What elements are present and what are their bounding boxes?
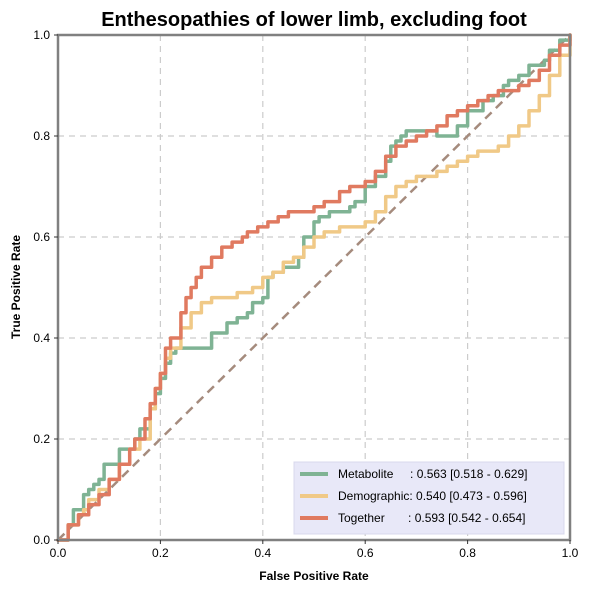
chart-title: Enthesopathies of lower limb, excluding … [101, 9, 527, 31]
y-axis-label: True Positive Rate [9, 235, 23, 339]
legend-box [293, 461, 565, 535]
legend: Metabolite : 0.563 [0.518 - 0.629] Demogr… [293, 461, 565, 535]
x-tick-label: 0.2 [152, 546, 169, 560]
x-tick-label: 0.8 [459, 546, 476, 560]
y-tick-label: 0.6 [33, 230, 50, 244]
y-tick-label: 0.8 [33, 129, 50, 143]
legend-label-together: Together : 0.593 [0.542 - 0.654] [338, 511, 525, 525]
x-tick-label: 0.6 [357, 546, 374, 560]
x-tick-label: 0.4 [254, 546, 271, 560]
series-group [56, 33, 572, 542]
y-tick-label: 0.4 [33, 331, 50, 345]
plot-frame [56, 33, 572, 542]
series-line-together [56, 33, 572, 542]
y-tick-label: 1.0 [33, 28, 50, 42]
legend-label-demographic: Demographic: 0.540 [0.473 - 0.596] [338, 489, 527, 503]
y-tick-label: 0.0 [33, 533, 50, 547]
x-axis-label: False Positive Rate [259, 569, 369, 583]
x-tick-label: 1.0 [562, 546, 579, 560]
axis-ticks: 0.0 0.2 0.4 0.6 0.8 1.0 0.0 0.2 0.4 0.6 0.8 1.0 [33, 28, 578, 560]
x-tick-label: 0.0 [50, 546, 67, 560]
legend-label-metabolite: Metabolite : 0.563 [0.518 - 0.629] [338, 467, 527, 481]
y-tick-label: 0.2 [33, 432, 50, 446]
